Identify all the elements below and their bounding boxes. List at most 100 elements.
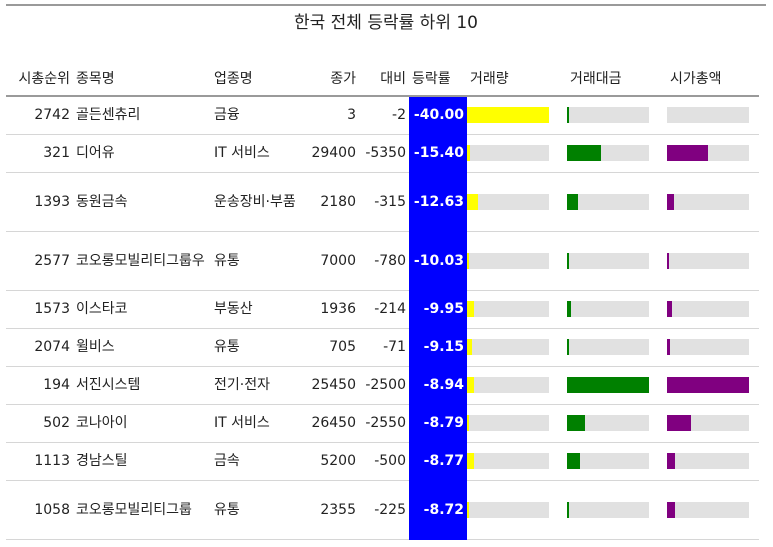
cap-bar-cell — [667, 134, 759, 173]
value-bar-cell — [567, 134, 667, 173]
header-row: 시총순위 종목명 업종명 종가 대비 등락률 거래량 거래대금 시가총액 — [6, 38, 759, 97]
value-bar-track — [567, 252, 649, 269]
cap-bar-track — [667, 339, 749, 355]
change-cell: -5350 — [359, 134, 409, 173]
value-bar — [567, 339, 569, 355]
name-cell: 코오롱모빌리티그룹 — [73, 480, 211, 540]
sector-cell: 유통 — [211, 328, 301, 367]
rank-cell: 194 — [6, 366, 73, 405]
cap-bar-track — [667, 501, 749, 518]
volume-bar-track — [467, 107, 549, 124]
volume-bar — [467, 107, 549, 124]
change-cell: -225 — [359, 480, 409, 540]
close-cell: 26450 — [301, 404, 359, 443]
cap-bar-track — [667, 453, 749, 469]
value-bar — [567, 252, 569, 269]
value-bar-cell — [567, 480, 667, 540]
cap-bar-track — [667, 415, 749, 431]
rank-cell: 502 — [6, 404, 73, 443]
name-cell: 코오롱모빌리티그룹우 — [73, 231, 211, 291]
name-cell: 서진시스템 — [73, 366, 211, 405]
rank-cell: 1573 — [6, 290, 73, 329]
value-bar-cell — [567, 404, 667, 443]
header-name: 종목명 — [73, 38, 211, 97]
volume-bar-cell — [467, 134, 567, 173]
cap-bar-cell — [667, 231, 759, 291]
value-bar — [567, 453, 581, 469]
change-cell: -214 — [359, 290, 409, 329]
name-cell: 골든센츄리 — [73, 96, 211, 135]
value-bar — [567, 145, 602, 161]
change-cell: -780 — [359, 231, 409, 291]
chart-title: 한국 전체 등락률 하위 10 — [6, 4, 766, 38]
pct-cell: -10.03 — [409, 231, 467, 291]
header-close: 종가 — [301, 38, 359, 97]
volume-bar — [467, 453, 475, 469]
header-change: 대비 — [359, 38, 409, 97]
rank-cell: 321 — [6, 134, 73, 173]
close-cell: 25450 — [301, 366, 359, 405]
close-cell: 1936 — [301, 290, 359, 329]
pct-cell: -8.77 — [409, 442, 467, 481]
volume-bar — [467, 339, 472, 355]
volume-bar-cell — [467, 328, 567, 367]
table-row: 2074 윌비스 유통 705 -71 -9.15 — [6, 328, 759, 367]
table-row: 1113 경남스틸 금속 5200 -500 -8.77 — [6, 442, 759, 481]
volume-bar-cell — [467, 442, 567, 481]
volume-bar-track — [467, 453, 549, 469]
volume-bar-track — [467, 377, 549, 393]
cap-bar-cell — [667, 328, 759, 367]
volume-bar-cell — [467, 231, 567, 291]
value-bar-track — [567, 415, 649, 431]
volume-bar-cell — [467, 366, 567, 405]
header-cap: 시가총액 — [667, 38, 759, 97]
close-cell: 2180 — [301, 172, 359, 232]
value-bar-track — [567, 301, 649, 317]
rank-cell: 1058 — [6, 480, 73, 540]
header-pct: 등락률 — [409, 38, 467, 97]
sector-cell: 유통 — [211, 231, 301, 291]
name-cell: 윌비스 — [73, 328, 211, 367]
name-cell: 디어유 — [73, 134, 211, 173]
change-cell: -2500 — [359, 366, 409, 405]
volume-bar — [467, 301, 474, 317]
cap-bar-track — [667, 301, 749, 317]
table-row: 502 코나아이 IT 서비스 26450 -2550 -8.79 — [6, 404, 759, 443]
close-cell: 29400 — [301, 134, 359, 173]
volume-bar — [467, 193, 479, 210]
sector-cell: 전기·전자 — [211, 366, 301, 405]
cap-bar-cell — [667, 366, 759, 405]
header-value: 거래대금 — [567, 38, 667, 97]
value-bar-cell — [567, 290, 667, 329]
volume-bar-cell — [467, 96, 567, 135]
volume-bar — [467, 252, 469, 269]
value-bar-track — [567, 107, 649, 124]
cap-bar — [667, 377, 749, 393]
name-cell: 동원금속 — [73, 172, 211, 232]
cap-bar-track — [667, 107, 749, 124]
close-cell: 3 — [301, 96, 359, 135]
sector-cell: 운송장비·부품 — [211, 172, 301, 232]
volume-bar-cell — [467, 480, 567, 540]
cap-bar — [667, 339, 671, 355]
table-row: 1058 코오롱모빌리티그룹 유통 2355 -225 -8.72 — [6, 480, 759, 540]
rank-cell: 2742 — [6, 96, 73, 135]
volume-bar-cell — [467, 172, 567, 232]
cap-bar-cell — [667, 442, 759, 481]
rank-cell: 1393 — [6, 172, 73, 232]
rank-cell: 1113 — [6, 442, 73, 481]
pct-cell: -9.95 — [409, 290, 467, 329]
pct-cell: -12.63 — [409, 172, 467, 232]
value-bar-cell — [567, 442, 667, 481]
cap-bar-cell — [667, 480, 759, 540]
cap-bar-track — [667, 193, 749, 210]
pct-cell: -9.15 — [409, 328, 467, 367]
volume-bar — [467, 501, 469, 518]
sector-cell: IT 서비스 — [211, 134, 301, 173]
value-bar-cell — [567, 366, 667, 405]
cap-bar-track — [667, 252, 749, 269]
close-cell: 705 — [301, 328, 359, 367]
value-bar-track — [567, 145, 649, 161]
cap-bar — [667, 301, 672, 317]
cap-bar-cell — [667, 290, 759, 329]
